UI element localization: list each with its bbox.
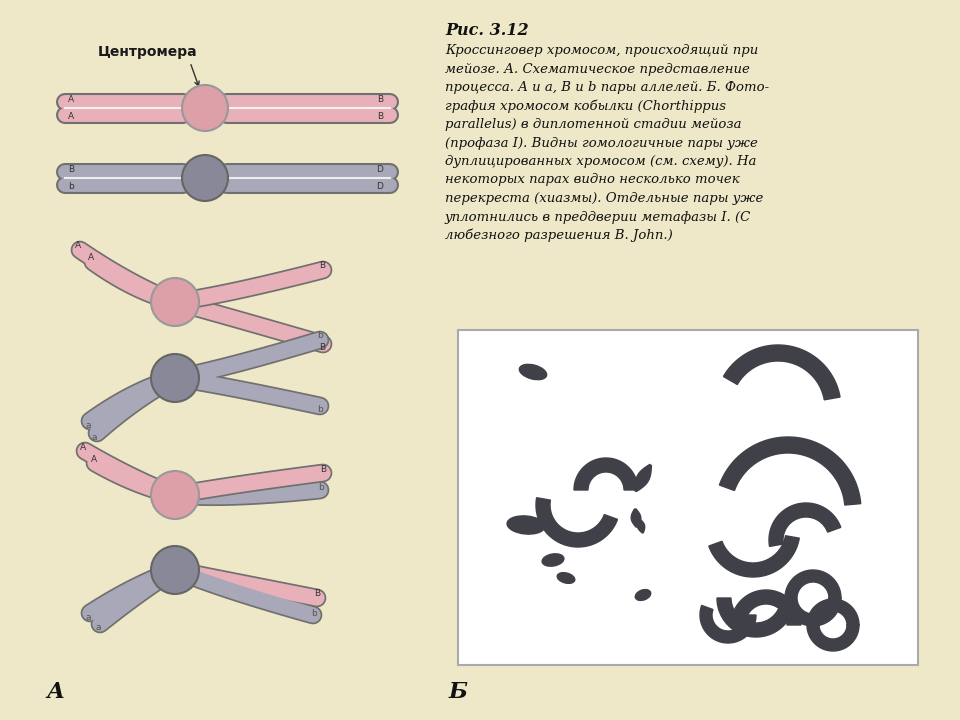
Text: b: b	[311, 608, 317, 618]
Text: уплотнились в преддверии метафазы I. (С: уплотнились в преддверии метафазы I. (С	[445, 210, 752, 223]
Text: дуплицированных хромосом (см. схему). На: дуплицированных хромосом (см. схему). На	[445, 155, 756, 168]
Ellipse shape	[636, 590, 651, 600]
Text: D: D	[376, 165, 383, 174]
Polygon shape	[637, 519, 645, 533]
Text: Б: Б	[448, 681, 468, 703]
Circle shape	[151, 354, 199, 402]
Text: A: A	[88, 253, 94, 263]
Circle shape	[182, 85, 228, 131]
Text: A: A	[75, 241, 82, 251]
Text: a: a	[85, 613, 90, 621]
Ellipse shape	[542, 554, 564, 566]
Text: А: А	[46, 681, 64, 703]
Text: (профаза I). Видны гомологичные пары уже: (профаза I). Видны гомологичные пары уже	[445, 137, 757, 150]
Bar	[458, 330, 918, 665]
Text: a: a	[85, 420, 90, 430]
Text: мейозе. А. Схематическое представление: мейозе. А. Схематическое представление	[445, 63, 750, 76]
Text: B: B	[68, 165, 74, 174]
Polygon shape	[724, 345, 840, 400]
Polygon shape	[708, 536, 800, 577]
Circle shape	[182, 155, 228, 201]
Text: A: A	[80, 443, 86, 451]
Polygon shape	[717, 598, 794, 637]
Ellipse shape	[507, 516, 545, 534]
Polygon shape	[719, 437, 861, 505]
Text: a: a	[92, 433, 98, 441]
Text: процесса. A и a, B и b пары аллелей. Б. Фото-: процесса. A и a, B и b пары аллелей. Б. …	[445, 81, 769, 94]
Text: A: A	[68, 95, 74, 104]
Text: B: B	[319, 343, 325, 353]
Polygon shape	[536, 498, 617, 547]
Text: Рис. 3.12: Рис. 3.12	[445, 22, 529, 39]
Text: b: b	[318, 482, 324, 492]
Text: parallelus) в диплотенной стадии мейоза: parallelus) в диплотенной стадии мейоза	[445, 118, 741, 131]
Circle shape	[151, 278, 199, 326]
Polygon shape	[769, 503, 841, 546]
Circle shape	[151, 471, 199, 519]
Polygon shape	[635, 464, 652, 492]
Text: перекреста (хиазмы). Отдельные пары уже: перекреста (хиазмы). Отдельные пары уже	[445, 192, 763, 205]
Ellipse shape	[557, 572, 575, 583]
Text: B: B	[320, 464, 326, 474]
Text: Центромера: Центромера	[98, 45, 198, 59]
Text: A: A	[68, 112, 74, 121]
Polygon shape	[785, 570, 841, 626]
Text: D: D	[376, 182, 383, 191]
Circle shape	[151, 546, 199, 594]
Polygon shape	[574, 458, 638, 490]
Text: B: B	[314, 590, 320, 598]
Text: b: b	[317, 331, 323, 341]
Polygon shape	[731, 590, 801, 625]
Text: Кроссинговер хромосом, происходящий при: Кроссинговер хромосом, происходящий при	[445, 44, 758, 57]
Text: b: b	[68, 182, 74, 191]
Text: B: B	[319, 261, 325, 271]
Polygon shape	[700, 606, 756, 643]
Text: графия хромосом кобылки (Chorthippus: графия хромосом кобылки (Chorthippus	[445, 99, 726, 113]
Text: A: A	[91, 454, 97, 464]
Ellipse shape	[519, 364, 546, 379]
Text: некоторых парах видно несколько точек: некоторых парах видно несколько точек	[445, 174, 739, 186]
Polygon shape	[807, 599, 859, 651]
Text: любезного разрешения B. John.): любезного разрешения B. John.)	[445, 229, 673, 243]
Text: a: a	[95, 624, 101, 632]
Text: B: B	[377, 112, 383, 121]
Text: b: b	[317, 405, 323, 415]
Text: B: B	[377, 95, 383, 104]
Polygon shape	[631, 509, 641, 527]
